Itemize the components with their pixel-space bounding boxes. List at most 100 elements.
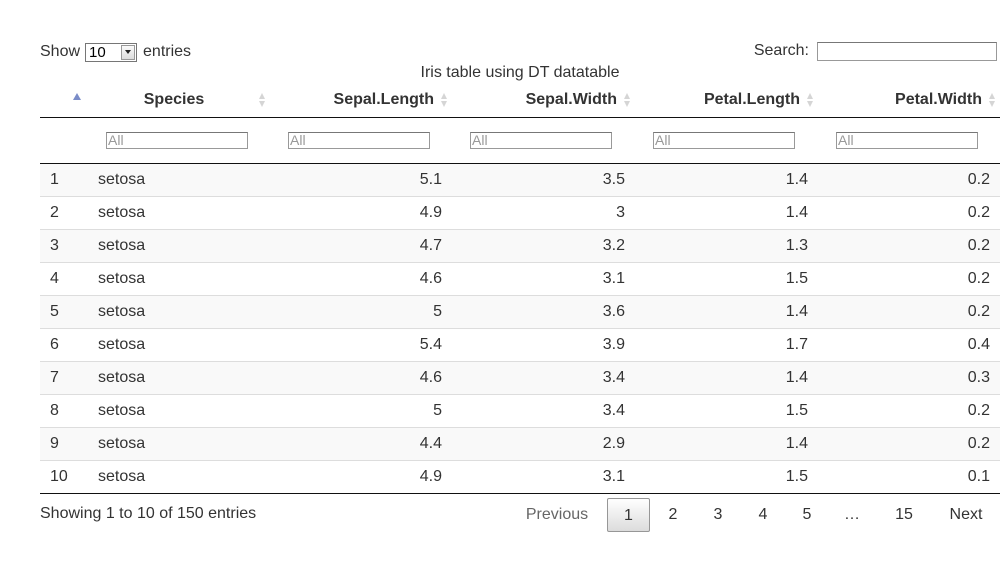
species-cell: setosa xyxy=(88,229,270,263)
sepal-width-cell: 3.2 xyxy=(452,229,635,263)
next-button[interactable]: Next xyxy=(949,506,983,523)
data-table-wrapper: Species Sepal.Length Sepal.Width Petal.L… xyxy=(40,82,1000,494)
petal-width-cell: 0.2 xyxy=(818,394,1000,428)
petal-width-cell: 0.2 xyxy=(818,427,1000,461)
table-row: 2 setosa 4.9 3 1.4 0.2 xyxy=(40,196,1000,230)
petal-width-cell: 0.2 xyxy=(818,262,1000,296)
column-header-sepal-length[interactable]: Sepal.Length xyxy=(270,82,452,118)
page-button-2[interactable]: 2 xyxy=(668,506,678,523)
column-header-sepal-width[interactable]: Sepal.Width xyxy=(452,82,635,118)
iris-data-table: Species Sepal.Length Sepal.Width Petal.L… xyxy=(40,82,1000,494)
petal-width-cell: 0.2 xyxy=(818,295,1000,329)
petal-width-cell: 0.2 xyxy=(818,229,1000,263)
sepal-width-cell: 3.5 xyxy=(452,163,635,197)
row-number: 2 xyxy=(40,196,88,230)
sort-both-icon xyxy=(989,93,996,108)
sepal-length-cell: 4.4 xyxy=(270,427,452,461)
entries-per-page-value: 10 xyxy=(89,43,106,61)
species-cell: setosa xyxy=(88,328,270,362)
filter-sepal-length-input[interactable]: All xyxy=(288,132,430,149)
sepal-width-cell: 3.9 xyxy=(452,328,635,362)
page-button-4[interactable]: 4 xyxy=(758,506,768,523)
species-cell: setosa xyxy=(88,262,270,296)
entries-per-page-select[interactable]: 10 xyxy=(85,42,138,62)
petal-length-cell: 1.4 xyxy=(635,163,818,197)
table-row: 4 setosa 4.6 3.1 1.5 0.2 xyxy=(40,262,1000,296)
filter-cell-sepal-length: All xyxy=(270,117,452,164)
row-number: 3 xyxy=(40,229,88,263)
row-number: 7 xyxy=(40,361,88,395)
sepal-length-cell: 4.9 xyxy=(270,196,452,230)
filter-cell-petal-length: All xyxy=(635,117,818,164)
petal-length-cell: 1.7 xyxy=(635,328,818,362)
search-control: Search: xyxy=(754,41,997,61)
page-button-3[interactable]: 3 xyxy=(713,506,723,523)
column-header-sepal-length-label: Sepal.Length xyxy=(333,90,434,108)
sort-both-icon xyxy=(624,93,631,108)
column-header-petal-length[interactable]: Petal.Length xyxy=(635,82,818,118)
sort-both-icon xyxy=(441,93,448,108)
petal-width-cell: 0.3 xyxy=(818,361,1000,395)
sepal-length-cell: 4.6 xyxy=(270,361,452,395)
column-header-species[interactable]: Species xyxy=(88,82,270,118)
sort-both-icon xyxy=(807,93,814,108)
row-number: 8 xyxy=(40,394,88,428)
show-label: Show xyxy=(40,43,81,60)
table-row: 6 setosa 5.4 3.9 1.7 0.4 xyxy=(40,328,1000,362)
page-button-15[interactable]: 15 xyxy=(895,506,913,523)
search-label: Search: xyxy=(753,42,809,59)
petal-length-cell: 1.4 xyxy=(635,295,818,329)
column-header-petal-width[interactable]: Petal.Width xyxy=(818,82,1000,118)
table-row: 10 setosa 4.9 3.1 1.5 0.1 xyxy=(40,460,1000,494)
species-cell: setosa xyxy=(88,460,270,494)
petal-width-cell: 0.2 xyxy=(818,163,1000,197)
filter-sepal-width-input[interactable]: All xyxy=(470,132,612,149)
sepal-length-cell: 4.6 xyxy=(270,262,452,296)
sepal-width-cell: 3.6 xyxy=(452,295,635,329)
row-number: 4 xyxy=(40,262,88,296)
species-cell: setosa xyxy=(88,163,270,197)
petal-length-cell: 1.3 xyxy=(635,229,818,263)
petal-length-cell: 1.4 xyxy=(635,196,818,230)
filter-cell-species: All xyxy=(88,117,270,164)
previous-button[interactable]: Previous xyxy=(525,506,589,523)
page-button-1[interactable]: 1 xyxy=(607,498,650,532)
row-number: 9 xyxy=(40,427,88,461)
sepal-width-cell: 3.1 xyxy=(452,262,635,296)
filter-petal-width-input[interactable]: All xyxy=(836,132,978,149)
entries-label: entries xyxy=(143,43,192,60)
entries-length-control: Show 10 entries xyxy=(40,41,191,63)
column-header-petal-length-label: Petal.Length xyxy=(703,90,800,108)
table-body: 1 setosa 5.1 3.5 1.4 0.2 2 setosa 4.9 3 … xyxy=(40,163,1000,494)
species-cell: setosa xyxy=(88,394,270,428)
page-button-5[interactable]: 5 xyxy=(802,506,812,523)
petal-length-cell: 1.5 xyxy=(635,460,818,494)
petal-length-cell: 1.4 xyxy=(635,361,818,395)
sepal-width-cell: 3 xyxy=(452,196,635,230)
header-row: Species Sepal.Length Sepal.Width Petal.L… xyxy=(40,82,1000,118)
table-row: 8 setosa 5 3.4 1.5 0.2 xyxy=(40,394,1000,428)
sepal-length-cell: 5.1 xyxy=(270,163,452,197)
filter-cell-sepal-width: All xyxy=(452,117,635,164)
petal-length-cell: 1.4 xyxy=(635,427,818,461)
column-header-species-label: Species xyxy=(143,90,205,108)
table-caption: Iris table using DT datatable xyxy=(420,64,620,81)
column-header-rownum[interactable] xyxy=(40,82,88,118)
sepal-width-cell: 2.9 xyxy=(452,427,635,461)
table-row: 1 setosa 5.1 3.5 1.4 0.2 xyxy=(40,163,1000,197)
row-number: 10 xyxy=(40,460,88,494)
species-cell: setosa xyxy=(88,427,270,461)
table-row: 3 setosa 4.7 3.2 1.3 0.2 xyxy=(40,229,1000,263)
petal-width-cell: 0.2 xyxy=(818,196,1000,230)
filter-cell-petal-width: All xyxy=(818,117,1000,164)
petal-width-cell: 0.4 xyxy=(818,328,1000,362)
dropdown-arrow-icon[interactable] xyxy=(121,44,136,60)
row-number: 5 xyxy=(40,295,88,329)
sort-ascending-icon xyxy=(73,93,81,100)
column-header-petal-width-label: Petal.Width xyxy=(895,90,982,108)
filter-petal-length-input[interactable]: All xyxy=(653,132,795,149)
filter-species-input[interactable]: All xyxy=(106,132,248,149)
sepal-width-cell: 3.1 xyxy=(452,460,635,494)
pagination-ellipsis: … xyxy=(844,506,860,523)
search-input[interactable] xyxy=(817,41,997,61)
